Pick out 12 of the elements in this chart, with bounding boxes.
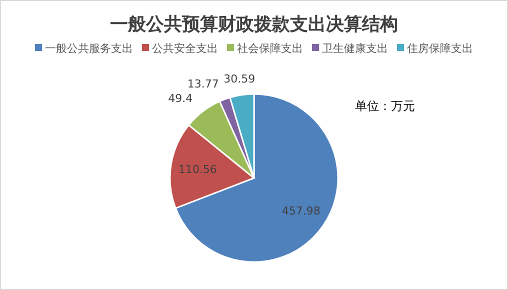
- legend-label: 住房保障支出: [407, 42, 473, 55]
- legend-label: 一般公共服务支出: [45, 42, 133, 55]
- legend-label: 社会保障支出: [237, 42, 303, 55]
- data-label: 110.56: [178, 163, 217, 176]
- data-label: 457.98: [282, 204, 320, 218]
- data-label: 49.4: [168, 92, 193, 106]
- legend-label: 公共安全支出: [152, 42, 218, 55]
- data-label: 30.59: [224, 72, 256, 86]
- chart-title: 一般公共预算财政拨款支出决算结构: [110, 14, 398, 35]
- legend-label: 卫生健康支出: [322, 42, 388, 55]
- text: 单位：万元: [355, 99, 415, 113]
- data-label: 13.77: [187, 78, 219, 91]
